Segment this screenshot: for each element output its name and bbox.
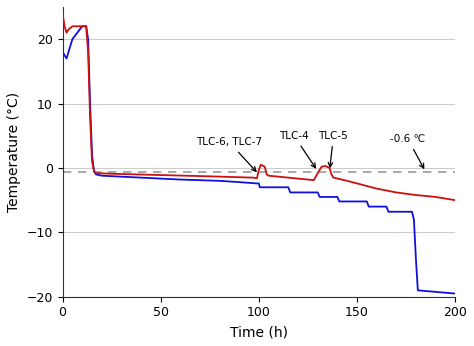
Text: TLC-6, TLC-7: TLC-6, TLC-7 (196, 137, 263, 171)
Text: TLC-4: TLC-4 (279, 131, 315, 168)
Y-axis label: Temperature (°C): Temperature (°C) (7, 92, 21, 212)
X-axis label: Time (h): Time (h) (230, 325, 288, 339)
Text: -0.6 ℃: -0.6 ℃ (391, 134, 426, 168)
Text: TLC-5: TLC-5 (319, 131, 348, 167)
